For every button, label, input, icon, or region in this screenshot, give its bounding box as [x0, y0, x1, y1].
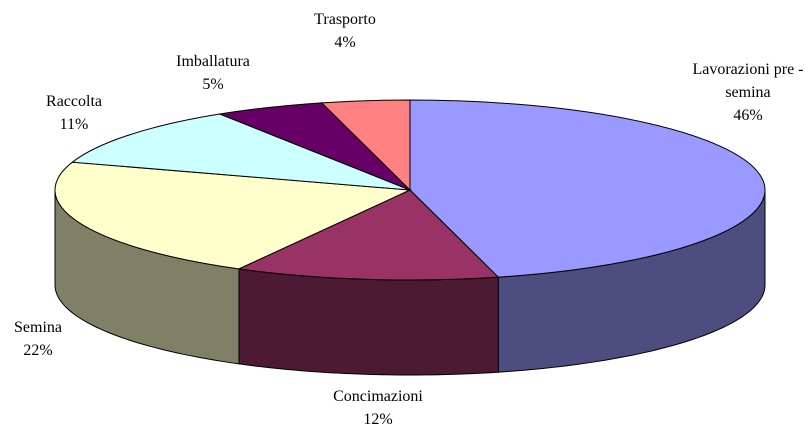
slice-label: Imballatura 5% — [148, 50, 278, 96]
slice — [409, 99, 766, 278]
slice — [237, 189, 500, 281]
value-label: 22% — [23, 342, 53, 359]
category-label: Concimazioni — [333, 388, 423, 405]
slice — [71, 113, 411, 191]
slice-label: Concimazioni 12% — [313, 385, 443, 431]
value-label: 5% — [202, 76, 224, 93]
category-label: Trasporto — [314, 11, 376, 28]
slice-label: Semina 22% — [0, 316, 103, 362]
slice-side — [238, 268, 499, 376]
category-label: Imballatura — [176, 53, 250, 70]
value-label: 4% — [334, 34, 356, 51]
category-label: Raccolta — [46, 93, 102, 110]
category-label: Semina — [14, 319, 62, 336]
slice-label: Raccolta 11% — [9, 90, 139, 136]
value-label: 12% — [363, 411, 393, 428]
slice-label: Lavorazioni pre - semina 46% — [688, 58, 805, 127]
category-label: Lavorazioni pre - semina — [692, 61, 804, 101]
slice-label: Trasporto 4% — [280, 8, 410, 54]
slice — [54, 161, 412, 270]
value-label: 11% — [59, 116, 89, 133]
slice — [320, 99, 411, 192]
value-label: 46% — [733, 107, 763, 124]
